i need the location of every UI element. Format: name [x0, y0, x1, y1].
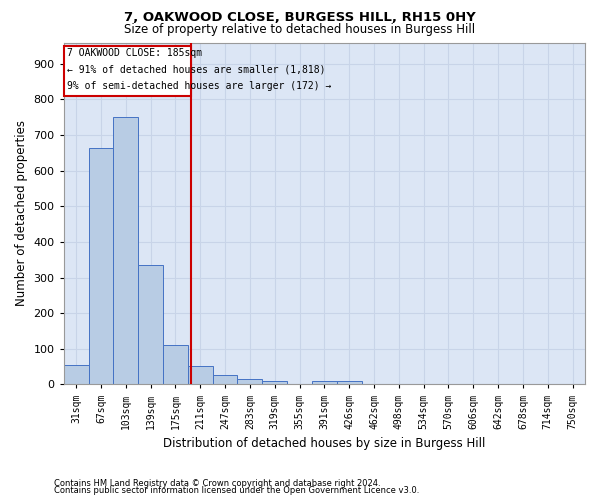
Bar	[163, 345, 188, 385]
X-axis label: Distribution of detached houses by size in Burgess Hill: Distribution of detached houses by size …	[163, 437, 485, 450]
Y-axis label: Number of detached properties: Number of detached properties	[15, 120, 28, 306]
Bar	[89, 148, 113, 384]
Bar	[212, 376, 238, 384]
Bar	[337, 381, 362, 384]
Bar	[138, 265, 163, 384]
Bar	[262, 381, 287, 384]
Text: 7, OAKWOOD CLOSE, BURGESS HILL, RH15 0HY: 7, OAKWOOD CLOSE, BURGESS HILL, RH15 0HY	[124, 11, 476, 24]
Text: 7 OAKWOOD CLOSE: 185sqm: 7 OAKWOOD CLOSE: 185sqm	[67, 48, 203, 58]
FancyBboxPatch shape	[64, 46, 191, 96]
Text: Contains HM Land Registry data © Crown copyright and database right 2024.: Contains HM Land Registry data © Crown c…	[54, 478, 380, 488]
Text: Contains public sector information licensed under the Open Government Licence v3: Contains public sector information licen…	[54, 486, 419, 495]
Bar	[188, 366, 212, 384]
Bar	[238, 379, 262, 384]
Bar	[113, 118, 138, 384]
Text: Size of property relative to detached houses in Burgess Hill: Size of property relative to detached ho…	[124, 22, 476, 36]
Bar	[64, 365, 89, 384]
Bar	[312, 381, 337, 384]
Text: 9% of semi-detached houses are larger (172) →: 9% of semi-detached houses are larger (1…	[67, 81, 332, 91]
Text: ← 91% of detached houses are smaller (1,818): ← 91% of detached houses are smaller (1,…	[67, 64, 326, 74]
